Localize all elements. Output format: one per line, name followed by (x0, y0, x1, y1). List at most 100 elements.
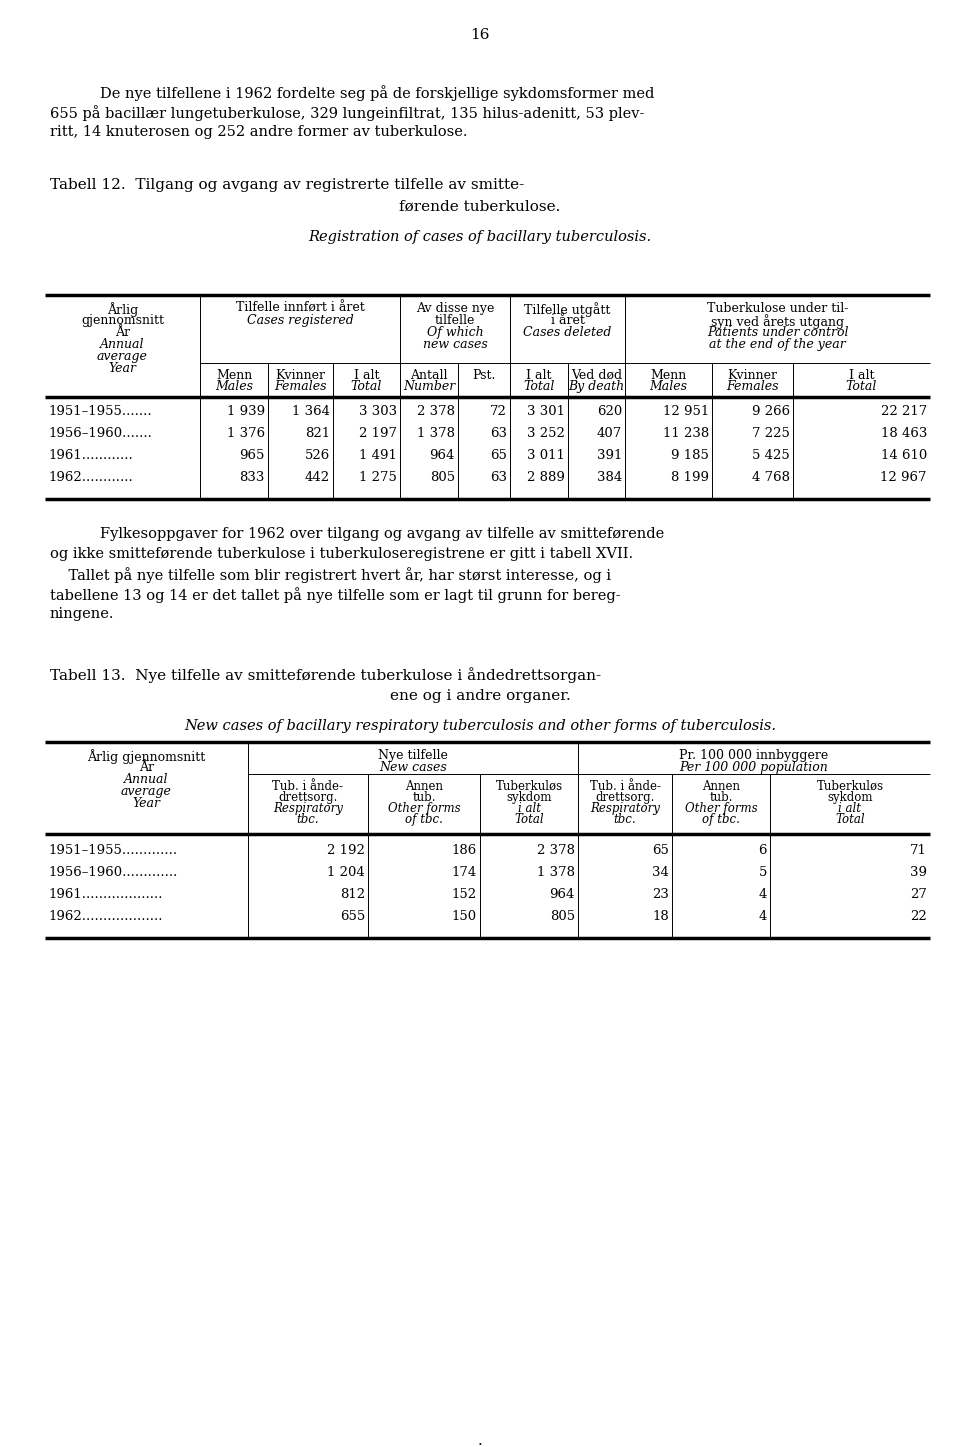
Text: 12 967: 12 967 (880, 472, 927, 483)
Text: 18 463: 18 463 (880, 427, 927, 440)
Text: 655: 655 (340, 910, 365, 923)
Text: tub.: tub. (412, 792, 436, 805)
Text: 1 204: 1 204 (327, 865, 365, 878)
Text: 1956–1960.............: 1956–1960............. (48, 865, 178, 878)
Text: syn ved årets utgang: syn ved årets utgang (711, 314, 844, 328)
Text: Menn: Menn (650, 369, 686, 382)
Text: 71: 71 (910, 844, 927, 857)
Text: 9 266: 9 266 (752, 405, 790, 418)
Text: Fylkesoppgaver for 1962 over tilgang og avgang av tilfelle av smitteførende: Fylkesoppgaver for 1962 over tilgang og … (100, 527, 664, 541)
Text: 63: 63 (490, 427, 507, 440)
Text: 11 238: 11 238 (662, 427, 709, 440)
Text: 8 199: 8 199 (671, 472, 709, 483)
Text: i året: i året (551, 314, 585, 327)
Text: Respiratory: Respiratory (273, 802, 343, 815)
Text: I alt: I alt (353, 369, 379, 382)
Text: 833: 833 (240, 472, 265, 483)
Text: 1962...................: 1962................... (48, 910, 162, 923)
Text: New cases: New cases (379, 761, 446, 774)
Text: Total: Total (835, 813, 865, 826)
Text: Of which: Of which (426, 326, 483, 339)
Text: De nye tilfellene i 1962 fordelte seg på de forskjellige sykdomsformer med: De nye tilfellene i 1962 fordelte seg på… (100, 85, 655, 101)
Text: Pst.: Pst. (472, 369, 495, 382)
Text: Menn: Menn (216, 369, 252, 382)
Text: År: År (115, 326, 130, 339)
Text: i alt: i alt (517, 802, 540, 815)
Text: I alt: I alt (849, 369, 875, 382)
Text: Cases registered: Cases registered (247, 314, 353, 327)
Text: 805: 805 (550, 910, 575, 923)
Text: ene og i andre organer.: ene og i andre organer. (390, 689, 570, 703)
Text: gjennomsnitt: gjennomsnitt (81, 314, 164, 327)
Text: Kvinner: Kvinner (728, 369, 778, 382)
Text: Total: Total (350, 381, 382, 394)
Text: 34: 34 (652, 865, 669, 878)
Text: New cases of bacillary respiratory tuberculosis and other forms of tuberculosis.: New cases of bacillary respiratory tuber… (184, 719, 776, 734)
Text: 1951–1955.......: 1951–1955....... (48, 405, 152, 418)
Text: 1 491: 1 491 (359, 449, 397, 462)
Text: Annen: Annen (405, 780, 443, 793)
Text: 1951–1955.............: 1951–1955............. (48, 844, 178, 857)
Text: Kvinner: Kvinner (276, 369, 325, 382)
Text: 620: 620 (597, 405, 622, 418)
Text: 27: 27 (910, 888, 927, 901)
Text: 391: 391 (596, 449, 622, 462)
Text: Tilfelle innført i året: Tilfelle innført i året (235, 302, 365, 315)
Text: 812: 812 (340, 888, 365, 901)
Text: drettsorg.: drettsorg. (278, 792, 338, 805)
Text: Registration of cases of bacillary tuberculosis.: Registration of cases of bacillary tuber… (308, 230, 652, 245)
Text: ·: · (477, 1438, 483, 1447)
Text: 3 252: 3 252 (527, 427, 565, 440)
Text: 152: 152 (452, 888, 477, 901)
Text: Year: Year (108, 362, 136, 375)
Text: Annen: Annen (702, 780, 740, 793)
Text: Pr. 100 000 innbyggere: Pr. 100 000 innbyggere (680, 750, 828, 763)
Text: 1 378: 1 378 (537, 865, 575, 878)
Text: at the end of the year: at the end of the year (709, 339, 846, 352)
Text: 3 011: 3 011 (527, 449, 565, 462)
Text: 22 217: 22 217 (880, 405, 927, 418)
Text: 1 939: 1 939 (227, 405, 265, 418)
Text: 655 på bacillær lungetuberkulose, 329 lungeinfiltrat, 135 hilus-adenitt, 53 plev: 655 på bacillær lungetuberkulose, 329 lu… (50, 106, 644, 122)
Text: sykdom: sykdom (506, 792, 552, 805)
Text: Årlig: Årlig (107, 302, 138, 317)
Text: 442: 442 (305, 472, 330, 483)
Text: 1 378: 1 378 (417, 427, 455, 440)
Text: 72: 72 (491, 405, 507, 418)
Text: 2 378: 2 378 (417, 405, 455, 418)
Text: 384: 384 (597, 472, 622, 483)
Text: Tallet på nye tilfelle som blir registrert hvert år, har størst interesse, og i: Tallet på nye tilfelle som blir registre… (50, 567, 612, 583)
Text: tabellene 13 og 14 er det tallet på nye tilfelle som er lagt til grunn for bereg: tabellene 13 og 14 er det tallet på nye … (50, 587, 620, 603)
Text: 150: 150 (452, 910, 477, 923)
Text: tilfelle: tilfelle (435, 314, 475, 327)
Text: of tbc.: of tbc. (405, 813, 443, 826)
Text: 2 192: 2 192 (327, 844, 365, 857)
Text: I alt: I alt (526, 369, 552, 382)
Text: Tabell 13.  Nye tilfelle av smitteførende tuberkulose i åndedrettsorgan-: Tabell 13. Nye tilfelle av smitteførende… (50, 667, 601, 683)
Text: ritt, 14 knuterosen og 252 andre former av tuberkulose.: ritt, 14 knuterosen og 252 andre former … (50, 124, 468, 139)
Text: Ved død: Ved død (571, 369, 622, 382)
Text: Other forms: Other forms (684, 802, 757, 815)
Text: Total: Total (515, 813, 543, 826)
Text: 22: 22 (910, 910, 927, 923)
Text: 5: 5 (758, 865, 767, 878)
Text: Tabell 12.  Tilgang og avgang av registrerte tilfelle av smitte-: Tabell 12. Tilgang og avgang av registre… (50, 178, 524, 192)
Text: 6: 6 (758, 844, 767, 857)
Text: 526: 526 (304, 449, 330, 462)
Text: År: År (139, 761, 154, 774)
Text: Males: Males (215, 381, 253, 394)
Text: Annual: Annual (100, 339, 145, 352)
Text: drettsorg.: drettsorg. (595, 792, 655, 805)
Text: Tilfelle utgått: Tilfelle utgått (524, 302, 611, 317)
Text: 1956–1960.......: 1956–1960....... (48, 427, 152, 440)
Text: Other forms: Other forms (388, 802, 460, 815)
Text: Patients under control: Patients under control (707, 326, 849, 339)
Text: 18: 18 (652, 910, 669, 923)
Text: ningene.: ningene. (50, 606, 114, 621)
Text: Tuberkulose under til-: Tuberkulose under til- (707, 302, 849, 315)
Text: 5 425: 5 425 (753, 449, 790, 462)
Text: 186: 186 (452, 844, 477, 857)
Text: og ikke smitteførende tuberkulose i tuberkuloseregistrene er gitt i tabell XVII.: og ikke smitteførende tuberkulose i tube… (50, 547, 634, 561)
Text: Total: Total (523, 381, 555, 394)
Text: tub.: tub. (709, 792, 732, 805)
